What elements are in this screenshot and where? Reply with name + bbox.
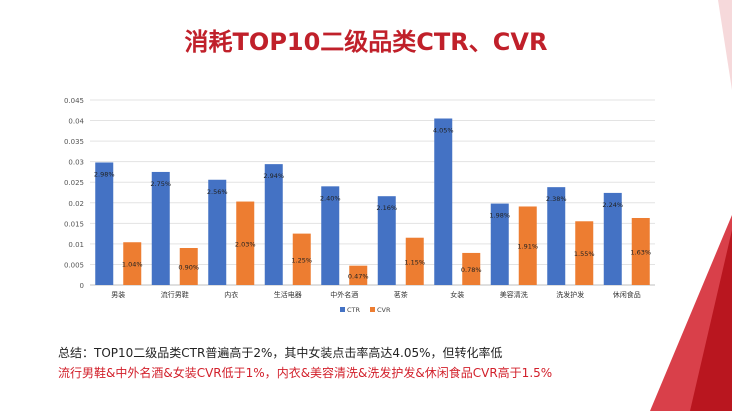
summary-line-1: 总结：TOP10二级品类CTR普遍高于2%，其中女装点击率高达4.05%，但转化… (58, 346, 503, 360)
y-axis-ticks: 0 0.005 0.01 0.015 0.02 0.025 0.03 0.035 0.04 0.0… (64, 97, 85, 290)
x-axis-labels: 男装 流行男鞋 内衣 生活电器 中外名酒 茗茶 女装 美容清洗 洗发护发 休闲食品 (111, 290, 641, 299)
bar-cvr (123, 242, 142, 285)
bar-cvr (405, 237, 424, 285)
legend-swatch-ctr (340, 307, 345, 312)
chart-legend: CTR CVR (340, 306, 391, 314)
bar-ctr (208, 179, 227, 285)
x-tick-label: 男装 (111, 290, 125, 299)
bar-cvr (179, 248, 198, 285)
data-label: 0.78% (461, 266, 482, 274)
data-label: 2.98% (94, 170, 115, 178)
bar-ctr (95, 162, 114, 285)
bar-ctr (434, 118, 453, 285)
bar-cvr (292, 233, 311, 285)
chart-gridlines (90, 99, 655, 286)
data-label: 2.56% (207, 188, 228, 196)
bar-cvr (631, 217, 650, 285)
x-tick-label: 茗茶 (394, 290, 408, 299)
data-label: 4.05% (433, 127, 454, 135)
bar-ctr (490, 203, 509, 285)
summary-text: 总结：TOP10二级品类CTR普遍高于2%，其中女装点击率高达4.05%，但转化… (58, 343, 552, 383)
bar-ctr (603, 192, 622, 285)
x-tick-label: 美容清洗 (500, 290, 528, 299)
y-tick-label: 0 (80, 282, 84, 290)
y-tick-label: 0.03 (68, 159, 84, 167)
x-tick-label: 女装 (450, 290, 464, 299)
data-label: 1.25% (291, 256, 312, 264)
bar-ctr (377, 196, 396, 285)
data-label: 1.63% (630, 248, 651, 256)
bar-cvr (349, 265, 368, 285)
bar-ctr (547, 187, 566, 285)
y-tick-label: 0.045 (64, 97, 84, 105)
data-label: 1.15% (404, 258, 425, 266)
chart-bars: 2.98% 1.04% 2.75% 0.90% 2.56% 2.03% 2.94% 1.25%… (94, 118, 651, 285)
data-label: 2.16% (376, 204, 397, 212)
x-tick-label: 洗发护发 (556, 290, 584, 299)
legend-label: CVR (377, 306, 391, 314)
summary-line-2: 流行男鞋&中外名酒&女装CVR低于1%，内衣&美容清洗&洗发护发&休闲食品CVR… (58, 363, 552, 383)
y-tick-label: 0.02 (68, 200, 84, 208)
data-label: 1.04% (122, 261, 143, 269)
bar-cvr (518, 206, 537, 285)
data-label: 0.47% (348, 272, 369, 280)
y-tick-label: 0.015 (64, 220, 84, 228)
y-tick-label: 0.005 (64, 261, 84, 269)
page-title: 消耗TOP10二级品类CTR、CVR (184, 28, 548, 56)
x-tick-label: 中外名酒 (330, 290, 358, 299)
data-label: 2.38% (546, 195, 567, 203)
summary-line-2-part-1: 流行男鞋&中外名酒&女装CVR低于1%， (58, 366, 277, 380)
data-label: 2.40% (320, 194, 341, 202)
bar-ctr (264, 164, 283, 285)
data-label: 2.94% (263, 172, 284, 180)
data-label: 1.91% (517, 243, 538, 251)
y-tick-label: 0.025 (64, 179, 84, 187)
bar-cvr (462, 252, 481, 285)
x-tick-label: 内衣 (224, 290, 238, 299)
summary-line-2-part-2: 内衣&美容清洗&洗发护发&休闲食品CVR高于1.5% (276, 366, 553, 380)
x-tick-label: 流行男鞋 (161, 290, 189, 299)
data-label: 1.55% (574, 250, 595, 258)
y-tick-label: 0.035 (64, 138, 84, 146)
data-label: 2.75% (150, 180, 171, 188)
x-tick-label: 生活电器 (274, 290, 302, 299)
data-label: 2.24% (602, 201, 623, 209)
x-tick-label: 休闲食品 (613, 290, 641, 299)
legend-swatch-cvr (370, 307, 375, 312)
data-label: 0.90% (178, 264, 199, 272)
bar-chart: 0 0.005 0.01 0.015 0.02 0.025 0.03 0.035 0.04 0.0… (64, 97, 655, 314)
data-label: 1.98% (489, 212, 510, 220)
legend-label: CTR (347, 306, 361, 314)
data-label: 2.03% (235, 240, 256, 248)
y-tick-label: 0.01 (68, 241, 84, 249)
bar-cvr (575, 221, 594, 285)
bar-ctr (321, 186, 340, 285)
y-tick-label: 0.04 (68, 118, 84, 126)
bar-ctr (151, 171, 170, 285)
bar-cvr (236, 201, 255, 285)
